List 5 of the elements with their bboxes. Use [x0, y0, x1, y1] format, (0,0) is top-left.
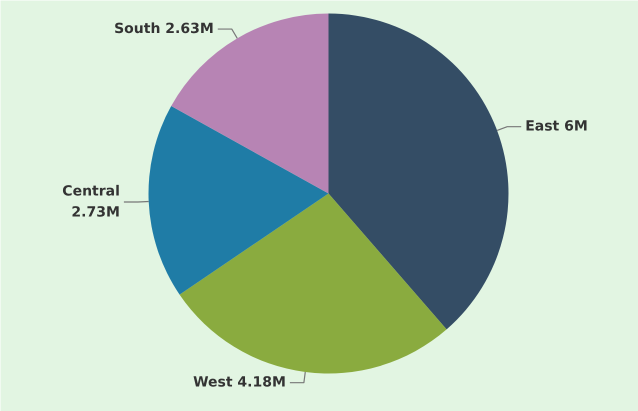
slice-label: East 6M: [525, 118, 588, 135]
slice-label: Central: [62, 184, 120, 200]
slice-label: South 2.63M: [114, 21, 214, 38]
data-label: 2.73M: [71, 204, 120, 220]
slice-label: West 4.18M: [193, 374, 286, 391]
